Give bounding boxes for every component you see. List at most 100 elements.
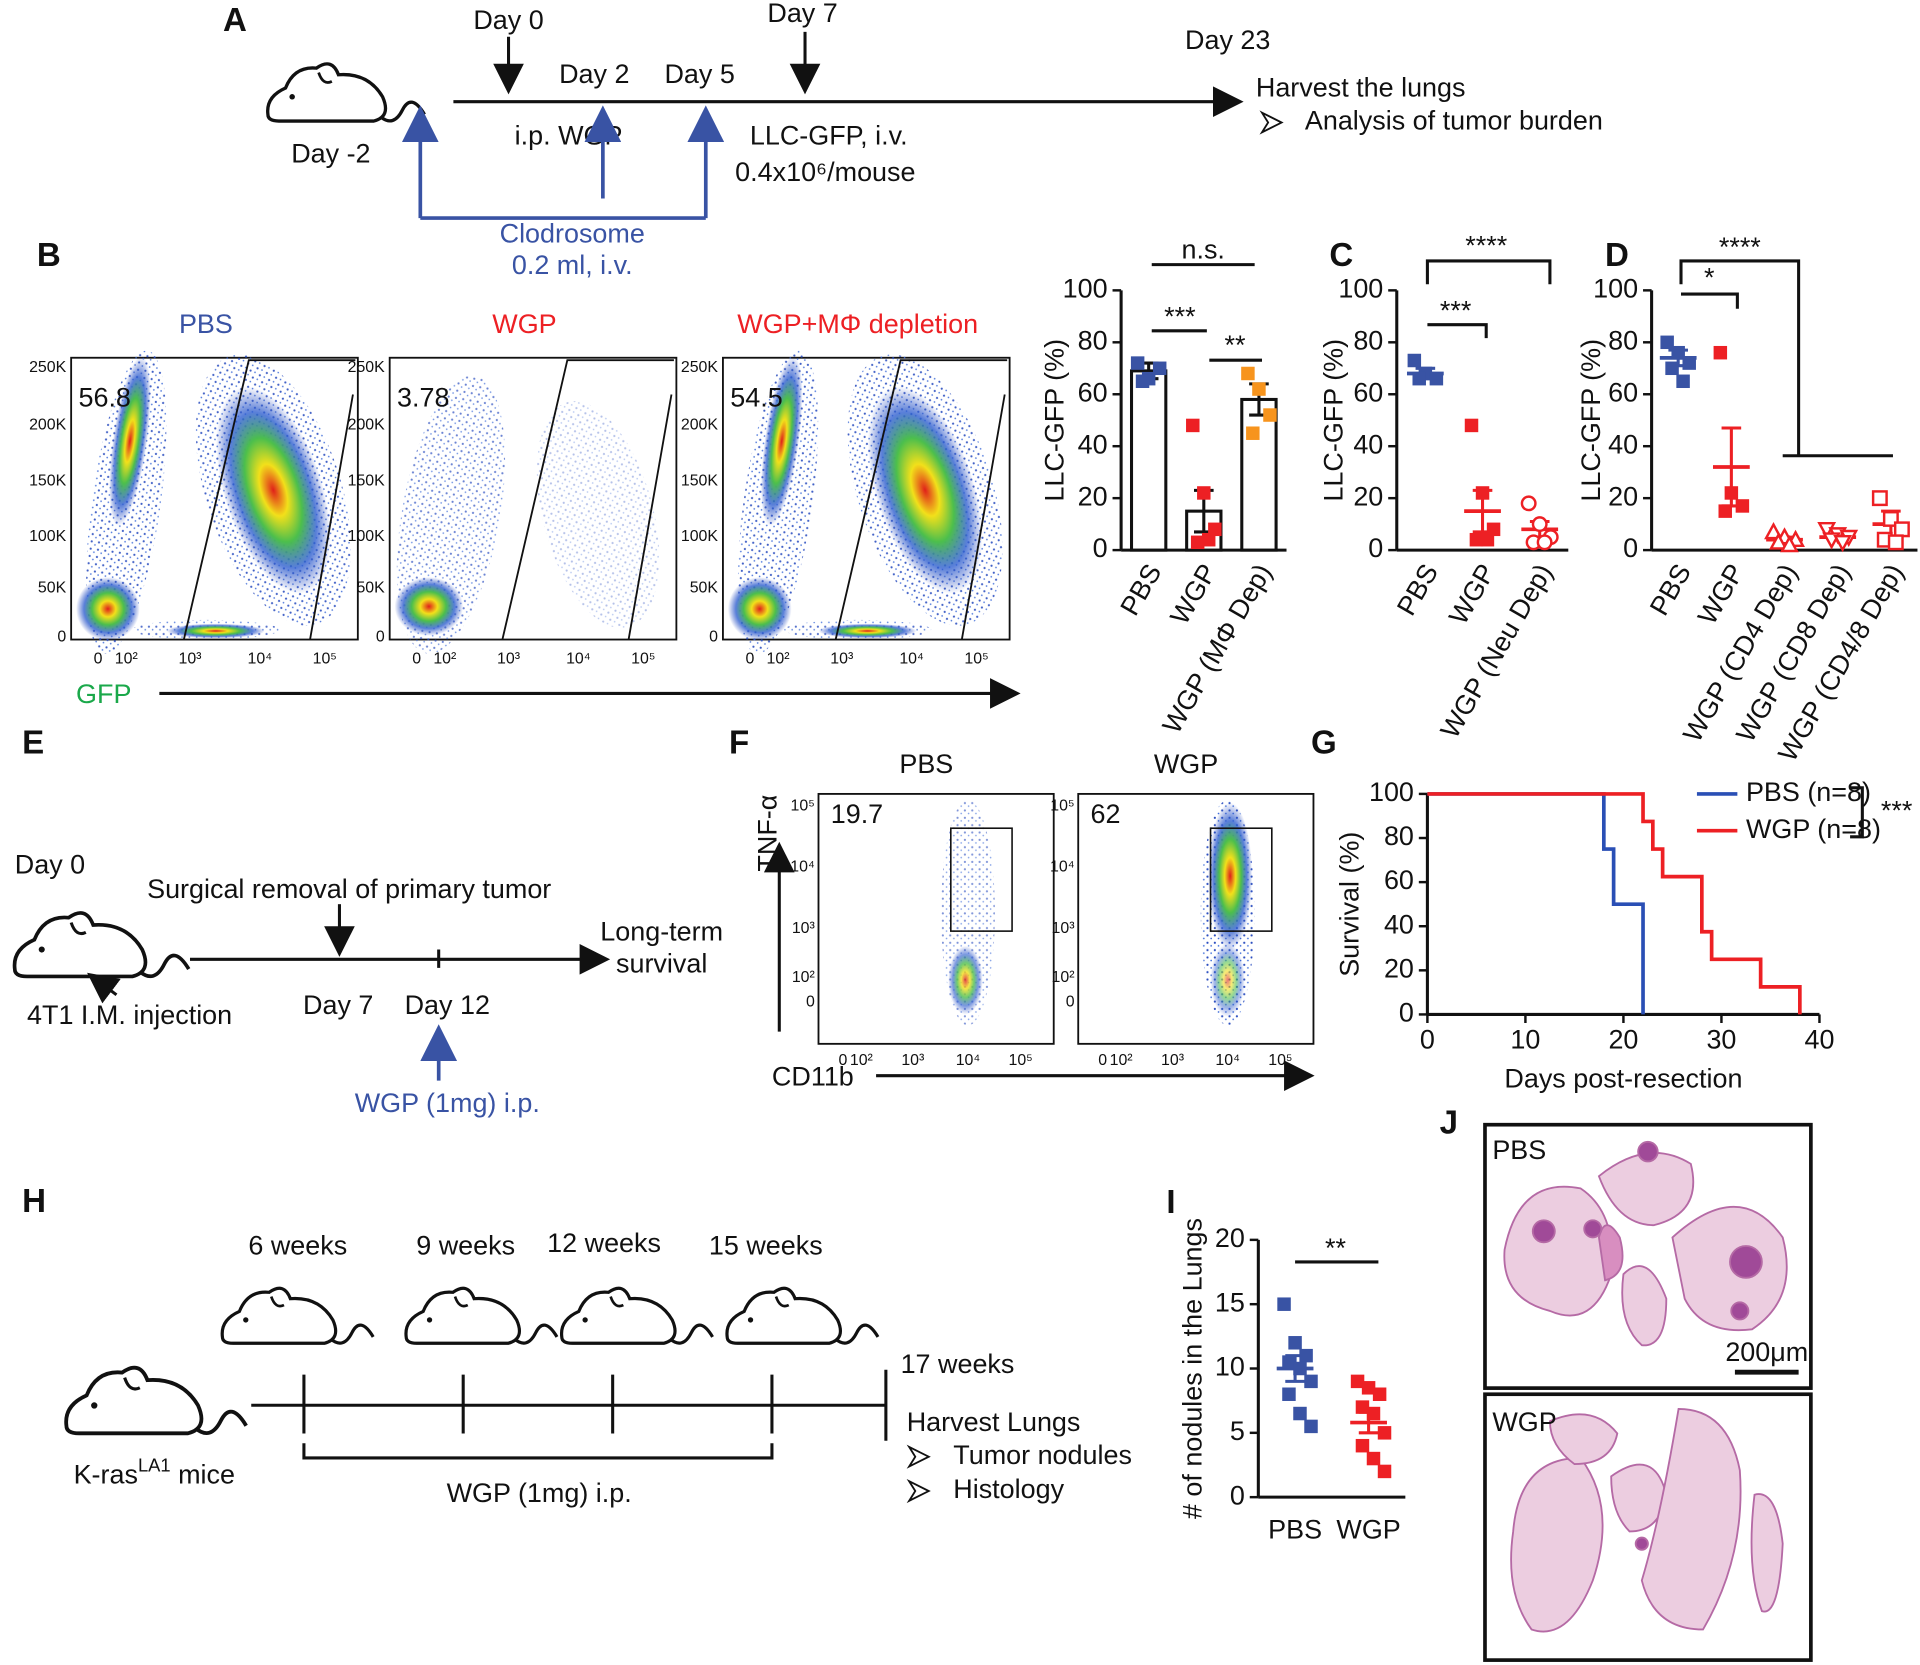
mouse-icon (220, 1286, 375, 1345)
y-tick-label: 0 (1368, 533, 1383, 563)
model-name: K-ras (74, 1459, 138, 1489)
data-point (1377, 1464, 1392, 1479)
y-axis-label: LLC-GFP (%) (1576, 339, 1606, 502)
x-tick-label: 10 (1510, 1025, 1540, 1055)
data-point (1377, 1426, 1392, 1440)
data-point (1246, 426, 1260, 440)
panel-label: I (1166, 1184, 1175, 1221)
y-axis-label: LLC-GFP (%) (1319, 339, 1349, 502)
y-tick-label: 100 (1593, 273, 1638, 303)
significance-label: *** (1881, 795, 1913, 825)
cell-density (216, 386, 331, 594)
data-point (1350, 1374, 1365, 1389)
panel-label: A (223, 2, 247, 39)
panel-label: C (1329, 237, 1353, 274)
histology-title: WGP (1492, 1407, 1556, 1437)
plot-frame (817, 792, 1055, 1045)
gate-value: 62 (1090, 799, 1120, 829)
significance-bracket (1679, 259, 1893, 458)
y-axis-label: LLC-GFP (%) (1039, 339, 1069, 502)
data-point (1372, 1387, 1387, 1401)
y-tick-label: 100K (348, 528, 386, 545)
data-point (1660, 335, 1674, 350)
panel-label: B (37, 237, 61, 274)
y-tick-label: 10² (792, 969, 815, 986)
gate (182, 359, 356, 640)
y-tick-label: 10³ (1052, 920, 1075, 937)
data-point (1531, 516, 1548, 533)
cell-cloud (536, 401, 660, 628)
significance-bracket (1850, 786, 1864, 839)
data-point (1682, 356, 1696, 370)
cell-density (1208, 802, 1253, 950)
gate (1209, 827, 1273, 932)
bullet (906, 1444, 931, 1504)
timeline (251, 1369, 888, 1441)
day-label: Day 5 (664, 59, 734, 89)
y-tick-label: 80 (1353, 325, 1383, 355)
data-point (1671, 345, 1685, 360)
y-tick-label: 80 (1384, 821, 1414, 851)
data-point (1263, 408, 1277, 422)
x-tick-label: 40 (1804, 1025, 1834, 1055)
model-superscript: LA1 (138, 1454, 171, 1475)
harvest-text: Harvest Lungs (907, 1407, 1081, 1437)
cell-density (760, 356, 803, 527)
gate (950, 827, 1013, 932)
model-text: K-rasLA1 mice (74, 1454, 235, 1489)
x-tick-label: 0 (745, 650, 754, 667)
panel-label: H (22, 1183, 46, 1220)
data-point (1288, 1336, 1302, 1350)
surgery-text: Surgical removal of primary tumor (147, 874, 551, 904)
analysis-text: Analysis of tumor burden (1305, 106, 1603, 136)
significance-label: *** (1440, 296, 1472, 326)
week-label: 17 weeks (901, 1349, 1015, 1379)
y-tick-label: 0 (1066, 993, 1075, 1010)
day-label: Day 7 (767, 0, 837, 28)
y-tick-label: 100 (1338, 273, 1383, 303)
plot-title: WGP+MΦ depletion (737, 309, 978, 339)
data-point (1277, 1297, 1291, 1311)
x-tick-label: WGP (Neu Dep) (1435, 559, 1559, 743)
legend-label: PBS (n=8) (1746, 777, 1871, 807)
x-tick-label: PBS (1644, 559, 1697, 621)
mouse-icon (559, 1286, 715, 1345)
survival-curve (1427, 792, 1645, 1015)
panel-label: D (1605, 237, 1629, 274)
x-tick-label: 10³ (830, 650, 853, 667)
mouse-icon (12, 911, 191, 979)
data-point (1520, 495, 1537, 512)
data-point (1366, 1451, 1381, 1466)
gate-value: 3.78 (397, 383, 449, 413)
significance-label: *** (1164, 302, 1196, 332)
data-point (1724, 486, 1739, 500)
x-tick-label: 10³ (1161, 1052, 1184, 1069)
arrow (87, 972, 121, 1004)
data-point (1833, 534, 1853, 553)
significance-bracket (1425, 259, 1552, 339)
significance-label: ** (1225, 330, 1246, 360)
y-tick-label: 10⁵ (791, 797, 815, 814)
data-point (1201, 532, 1216, 547)
x-tick-label: 10⁴ (248, 650, 273, 667)
plot-title: WGP (1154, 749, 1218, 779)
data-point (1480, 532, 1495, 547)
y-tick-label: 60 (1384, 865, 1414, 895)
data-point (1186, 418, 1200, 433)
data-point (1475, 486, 1490, 500)
bar (1129, 369, 1168, 552)
day-label: Day -2 (291, 139, 370, 169)
x-tick-label: PBS (1391, 559, 1444, 621)
outcome-text: Long-term (600, 917, 723, 947)
mouse-icon (265, 62, 427, 123)
mouse-icon (725, 1286, 880, 1345)
data-point (1241, 366, 1255, 381)
x-tick-label: 10² (115, 650, 138, 667)
bullet (1259, 110, 1284, 135)
y-tick-label: 60 (1353, 377, 1383, 407)
week-label: 9 weeks (416, 1230, 515, 1260)
harvest-text: Harvest the lungs (1256, 73, 1466, 103)
y-tick-label: 0 (1093, 533, 1108, 563)
